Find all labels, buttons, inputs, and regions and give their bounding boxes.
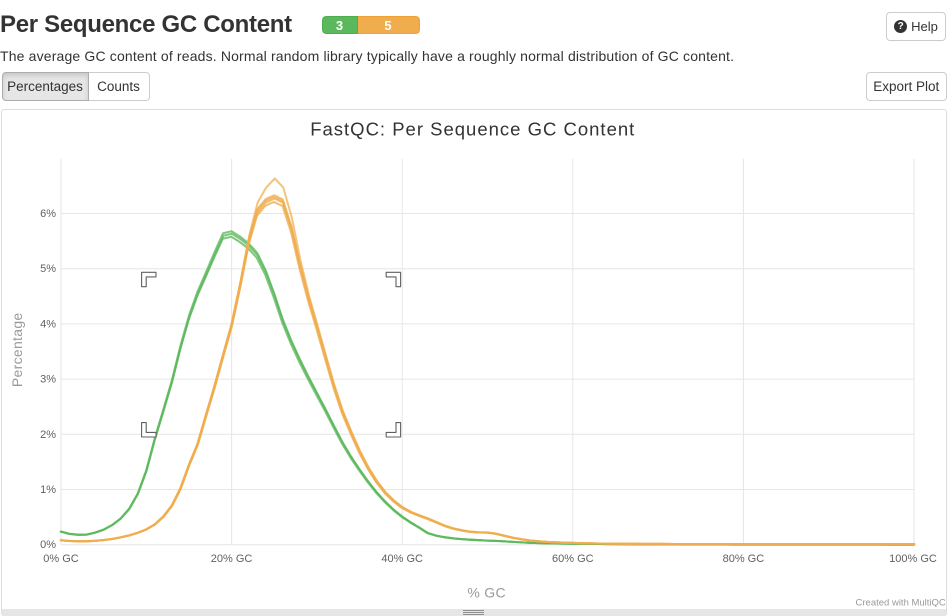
svg-text:100% GC: 100% GC [889,553,937,565]
svg-text:FastQC: Per Sequence GC Conten: FastQC: Per Sequence GC Content [310,119,635,140]
svg-text:5%: 5% [40,263,56,275]
svg-text:40% GC: 40% GC [381,553,423,565]
svg-text:3%: 3% [40,374,56,386]
svg-text:80% GC: 80% GC [723,553,765,565]
svg-text:0%: 0% [40,539,56,551]
svg-text:2%: 2% [40,429,56,441]
svg-text:Percentage: Percentage [9,312,25,387]
svg-text:0% GC: 0% GC [43,553,79,565]
svg-text:60% GC: 60% GC [552,553,594,565]
svg-text:Created with MultiQC: Created with MultiQC [856,598,946,607]
svg-text:4%: 4% [40,318,56,330]
svg-text:20% GC: 20% GC [211,553,253,565]
svg-text:1%: 1% [40,484,56,496]
svg-text:% GC: % GC [467,585,506,601]
svg-text:6%: 6% [40,208,56,220]
